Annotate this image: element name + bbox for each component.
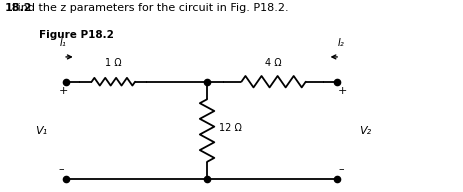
- Text: 18.2: 18.2: [5, 3, 32, 13]
- Text: I₁: I₁: [59, 38, 66, 48]
- Text: V₂: V₂: [360, 126, 372, 136]
- Text: I₂: I₂: [338, 38, 344, 48]
- Text: Figure P18.2: Figure P18.2: [39, 30, 113, 40]
- Text: +: +: [58, 85, 68, 95]
- Text: 1 Ω: 1 Ω: [105, 58, 122, 68]
- Text: +: +: [338, 85, 348, 95]
- Text: Find the z parameters for the circuit in Fig. P18.2.: Find the z parameters for the circuit in…: [5, 3, 288, 13]
- Text: V₁: V₁: [35, 126, 48, 136]
- Text: 4 Ω: 4 Ω: [265, 58, 282, 68]
- Text: 12 Ω: 12 Ω: [219, 123, 242, 133]
- Text: –: –: [59, 164, 64, 174]
- Text: –: –: [339, 164, 344, 174]
